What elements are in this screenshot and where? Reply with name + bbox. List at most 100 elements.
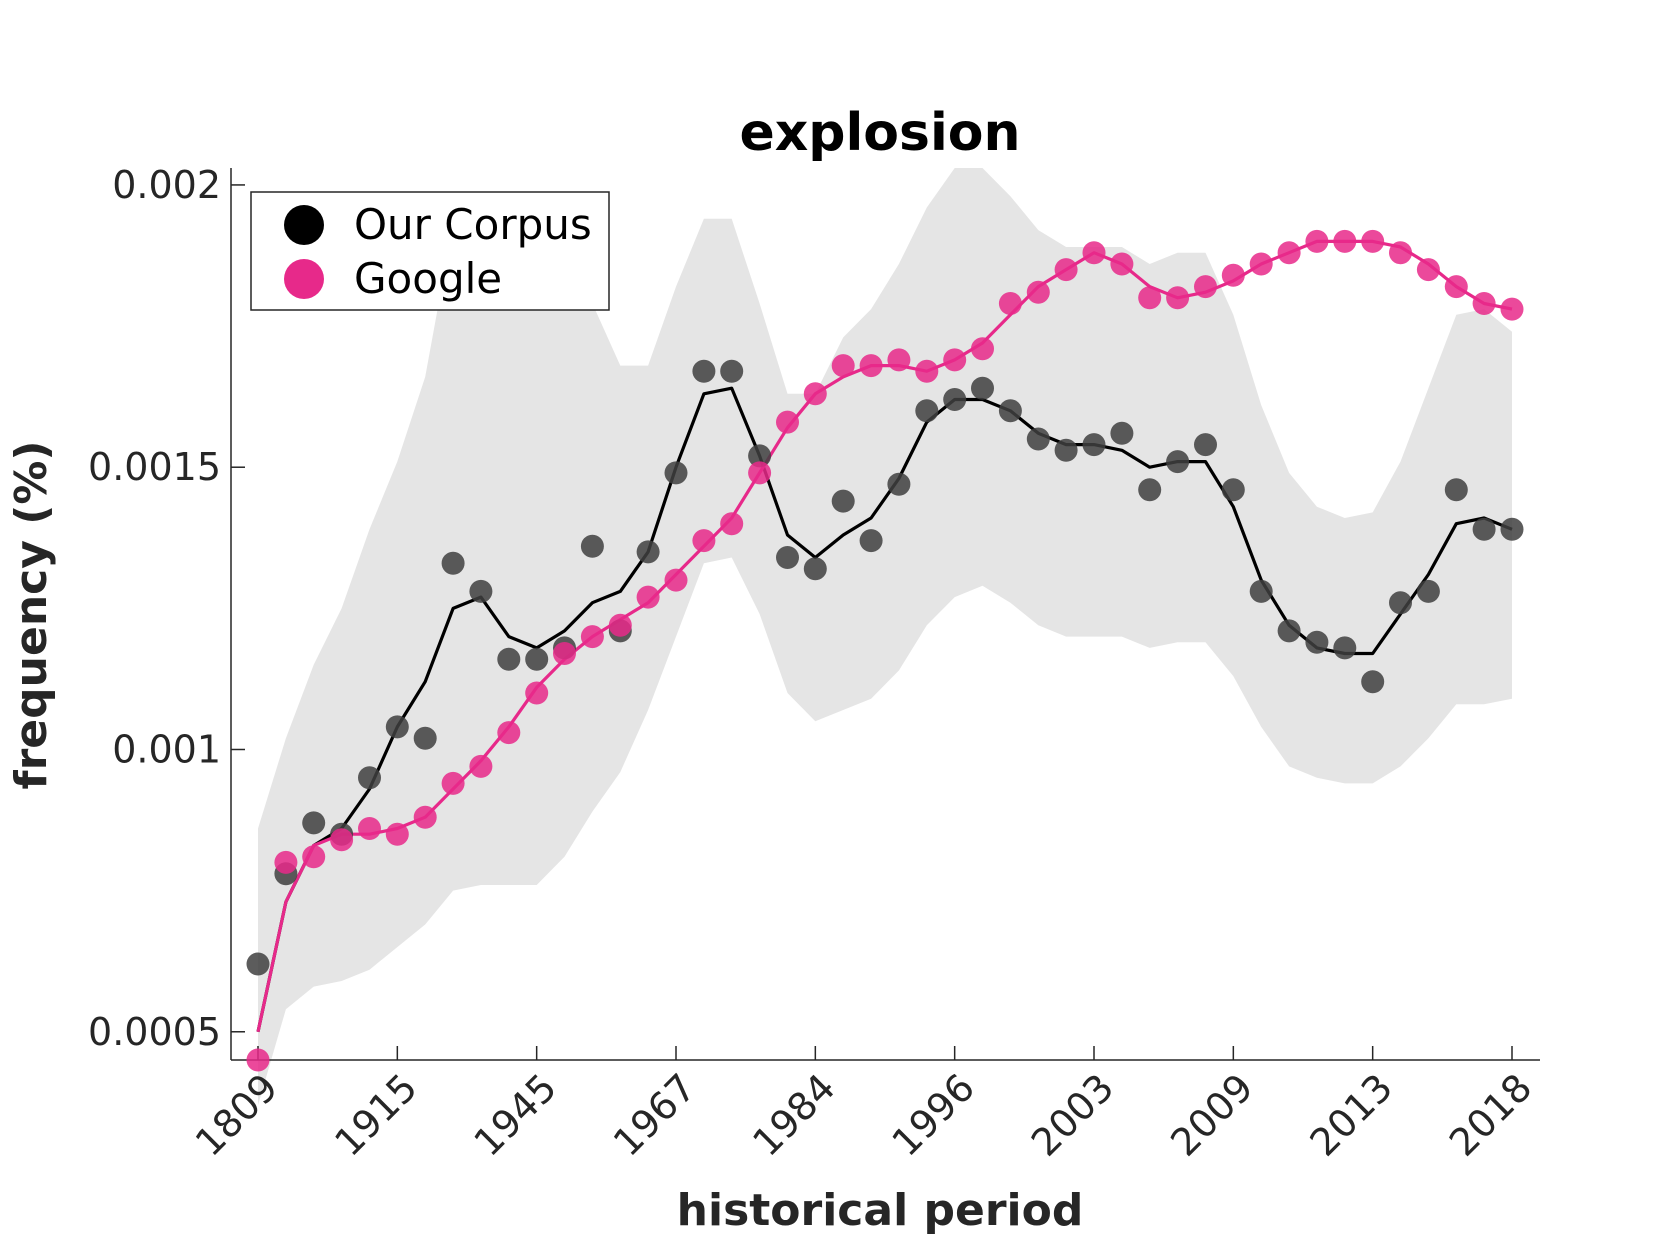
google-point [1110, 252, 1134, 276]
google-point [887, 348, 911, 372]
our-corpus-point [1333, 636, 1357, 660]
our-corpus-point [720, 359, 744, 383]
our-corpus-point [1416, 579, 1440, 603]
google-point [330, 828, 354, 852]
legend-label-our-corpus: Our Corpus [354, 200, 592, 249]
series-lines-layer [256, 239, 1513, 1033]
our-corpus-point [1500, 517, 1524, 541]
our-corpus-point [1277, 619, 1301, 643]
google-point [1166, 286, 1190, 310]
google-point [525, 681, 549, 705]
our-corpus-point [664, 461, 688, 485]
x-tick-label: 1945 [466, 1065, 566, 1165]
our-corpus-point [413, 726, 437, 750]
google-point [1500, 297, 1524, 321]
x-tick-label: 1809 [187, 1065, 287, 1165]
google-point [1138, 286, 1162, 310]
our-corpus-point [302, 811, 326, 835]
google-point [358, 817, 381, 840]
our-corpus-point [998, 399, 1022, 423]
google-point [803, 382, 827, 406]
our-corpus-point [776, 546, 799, 569]
google-point [385, 822, 409, 846]
google-point [971, 337, 994, 361]
our-corpus-point [525, 647, 549, 671]
google-point [553, 642, 576, 665]
google-point [1221, 263, 1245, 287]
google-point [1054, 258, 1078, 282]
google-point [580, 625, 604, 649]
google-point [413, 805, 437, 829]
our-corpus-point [1249, 579, 1273, 603]
our-corpus-point [1389, 591, 1412, 615]
our-corpus-point [497, 647, 521, 671]
our-corpus-point [1305, 630, 1329, 654]
x-tick-label: 2003 [1023, 1065, 1123, 1165]
y-axis-title: frequency (%) [6, 440, 57, 789]
our-corpus-line [256, 386, 1513, 1033]
google-point [831, 354, 855, 378]
x-tick-label: 2013 [1302, 1065, 1402, 1165]
google-point [1082, 241, 1106, 265]
google-point [1472, 292, 1496, 315]
our-corpus-point [385, 715, 409, 739]
our-corpus-point [1361, 670, 1385, 694]
our-corpus-point [1054, 438, 1078, 462]
x-tick-label: 2009 [1162, 1065, 1262, 1165]
our-corpus-point [859, 529, 883, 553]
google-point [915, 359, 939, 383]
our-corpus-point [1444, 478, 1468, 502]
google-point [1277, 241, 1301, 265]
x-tick-label: 1996 [884, 1065, 984, 1165]
google-point [302, 845, 326, 869]
google-point [1361, 229, 1385, 253]
our-corpus-point [831, 489, 855, 513]
google-point [943, 348, 967, 372]
google-point [720, 512, 744, 536]
google-point [246, 1048, 270, 1072]
google-point [692, 529, 716, 553]
google-point [636, 585, 660, 609]
google-point [748, 461, 772, 485]
our-corpus-point [1082, 433, 1106, 457]
our-corpus-point [636, 540, 660, 564]
x-tick-label: 2018 [1441, 1065, 1541, 1165]
google-point [998, 292, 1022, 315]
our-corpus-point [692, 359, 716, 383]
series-points-layer [246, 229, 1524, 1072]
our-corpus-point [748, 444, 772, 468]
x-tick-label: 1967 [605, 1065, 705, 1165]
google-point [441, 771, 465, 795]
our-corpus-point [1026, 427, 1050, 451]
google-point [274, 850, 298, 874]
our-corpus-point [580, 534, 604, 558]
our-corpus-point [469, 579, 493, 603]
google-point [1416, 258, 1440, 282]
our-corpus-point [358, 766, 381, 790]
google-point [776, 410, 799, 434]
google-point [859, 354, 883, 378]
x-tick-label: 1915 [326, 1065, 426, 1165]
google-line [256, 239, 1513, 1033]
our-corpus-point [1110, 421, 1134, 445]
chart-title: explosion [739, 103, 1020, 163]
y-tick-label: 0.002 [112, 163, 221, 207]
confidence-band-layer [258, 168, 1512, 1106]
legend-label-google: Google [354, 254, 502, 303]
google-point [1194, 275, 1217, 299]
legend: Our Corpus Google [250, 191, 610, 311]
legend-marker-our-corpus [284, 205, 324, 245]
our-corpus-point [915, 399, 939, 423]
y-tick-label: 0.001 [112, 727, 221, 771]
x-tick-label: 1984 [744, 1065, 844, 1165]
google-point [1305, 229, 1329, 253]
google-point [608, 613, 632, 637]
google-point [1389, 241, 1412, 265]
google-point [1026, 280, 1050, 304]
our-corpus-point [441, 551, 465, 575]
legend-marker-google [284, 259, 324, 299]
our-corpus-point [971, 376, 994, 400]
our-corpus-point [1166, 450, 1190, 474]
